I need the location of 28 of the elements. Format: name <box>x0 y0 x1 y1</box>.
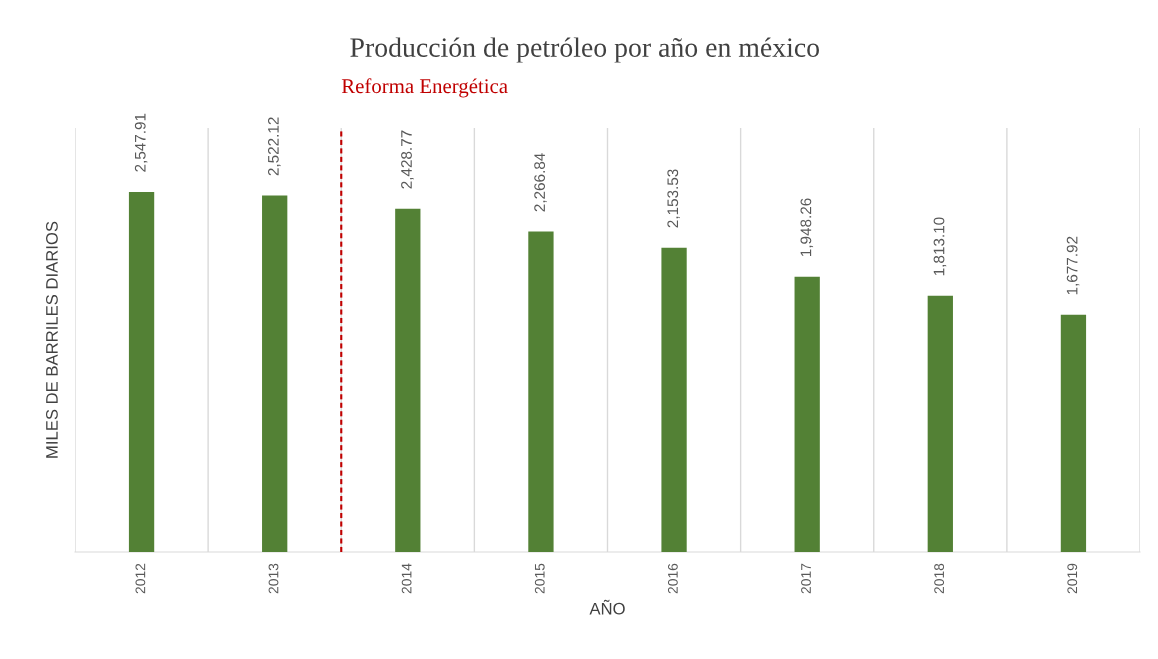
bar <box>927 295 953 552</box>
data-label: 1,813.10 <box>933 217 947 276</box>
data-label: 1,677.92 <box>1066 236 1080 295</box>
x-tick-label: 2019 <box>1067 563 1078 594</box>
bar <box>128 191 155 552</box>
x-tick-label: 2014 <box>401 563 412 594</box>
bar <box>1060 314 1087 552</box>
y-axis-title: MILES DE BARRILES DIARIOS <box>46 221 58 458</box>
data-label: 2,266.84 <box>534 153 547 212</box>
x-tick-label: 2012 <box>135 563 146 594</box>
bar <box>395 208 421 552</box>
x-axis-title: AÑO <box>589 599 625 615</box>
x-tick-label: 2015 <box>534 563 545 594</box>
bar <box>661 247 687 552</box>
text: Reforma Energética <box>341 78 508 98</box>
data-label: 1,948.26 <box>800 198 814 257</box>
data-label: 2,428.77 <box>401 130 414 189</box>
bar <box>262 195 288 552</box>
x-tick-label: 2016 <box>667 563 678 594</box>
data-label: 2,547.91 <box>134 113 148 172</box>
bar <box>794 276 820 552</box>
chart-title: Producción de petróleo por año en méxico <box>350 37 819 63</box>
data-label: 2,522.12 <box>267 117 281 176</box>
x-tick-label: 2017 <box>801 563 811 594</box>
x-tick-label: 2013 <box>268 563 279 594</box>
data-label: 2,153.53 <box>667 169 680 228</box>
bar <box>528 231 554 552</box>
x-tick-label: 2018 <box>934 563 945 594</box>
